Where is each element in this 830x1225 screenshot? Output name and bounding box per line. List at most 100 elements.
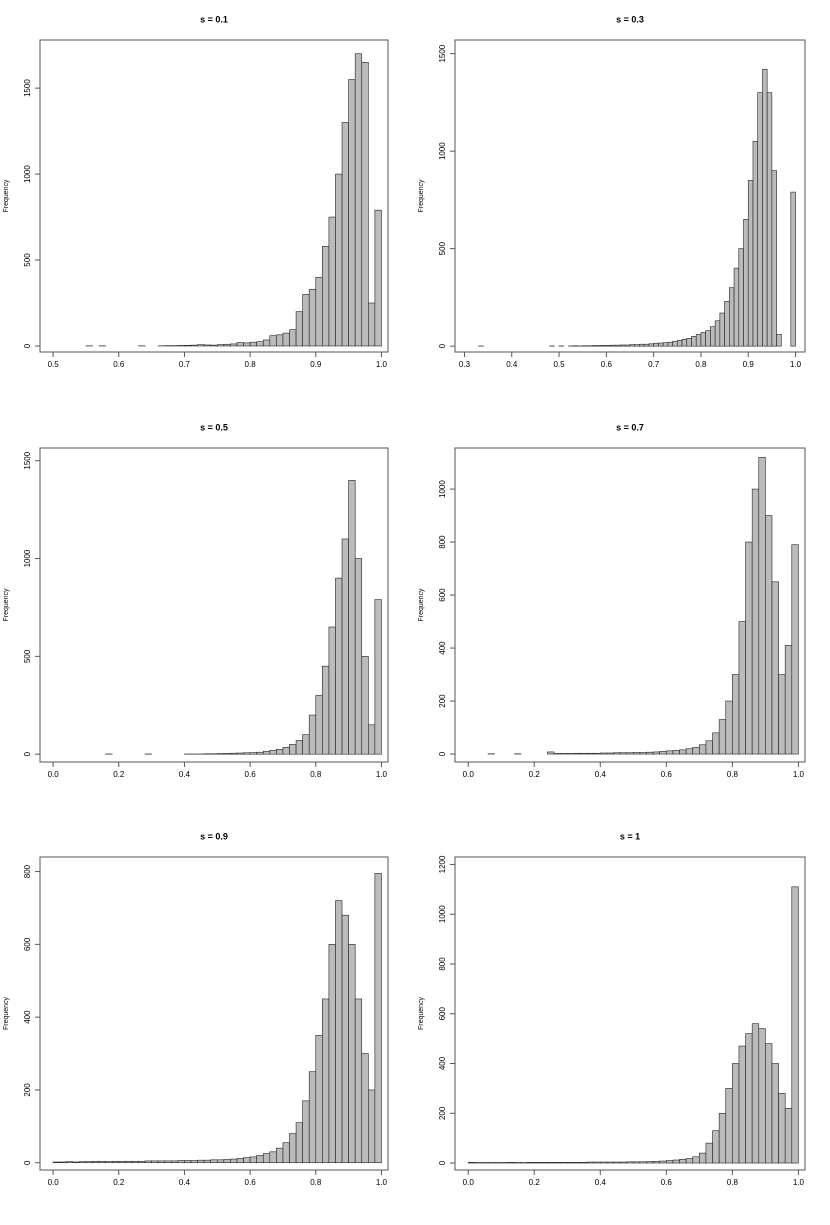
bar: [662, 342, 669, 347]
bar: [752, 141, 759, 347]
bar: [256, 341, 264, 347]
y-tick-label: 800: [438, 957, 447, 971]
bar: [249, 752, 257, 755]
bar: [256, 751, 264, 755]
bar: [236, 752, 244, 755]
bar: [586, 1161, 594, 1164]
bar: [620, 344, 626, 347]
bar: [667, 341, 673, 347]
bar: [733, 267, 740, 347]
bar: [691, 336, 697, 347]
bar: [354, 53, 363, 347]
bar: [177, 1160, 185, 1164]
bar: [566, 1161, 575, 1164]
y-tick-label: 0: [23, 343, 32, 348]
y-tick-label: 0: [438, 343, 447, 348]
bar: [203, 1159, 212, 1164]
bar: [626, 752, 634, 755]
bar: [262, 339, 271, 347]
bar: [553, 1161, 561, 1164]
bar: [315, 695, 323, 755]
bar: [547, 751, 555, 755]
panel-title: s = 0.9: [200, 831, 228, 841]
bar: [624, 344, 631, 347]
bar: [573, 752, 581, 755]
x-tick-label: 1.0: [376, 360, 388, 369]
bar: [190, 344, 198, 347]
bar: [553, 753, 561, 755]
x-tick-label: 0.2: [529, 1178, 541, 1187]
bar: [613, 752, 621, 755]
bar: [646, 1161, 654, 1164]
x-tick-label: 0.6: [113, 360, 125, 369]
bar: [738, 248, 744, 347]
x-tick-label: 1.0: [376, 770, 388, 779]
y-tick-label: 400: [438, 641, 447, 655]
bar: [751, 1023, 760, 1164]
bar: [725, 700, 733, 755]
bar: [758, 456, 766, 755]
x-tick-label: 0.7: [179, 360, 191, 369]
bar: [606, 1161, 614, 1164]
bar: [666, 750, 674, 755]
x-tick-label: 0.6: [245, 1178, 257, 1187]
bar: [308, 714, 317, 755]
bar: [692, 747, 700, 755]
bar: [679, 1159, 687, 1164]
bar: [615, 344, 621, 347]
bar: [348, 479, 356, 755]
bar: [762, 68, 768, 347]
y-tick-label: 200: [438, 1106, 447, 1120]
bar: [65, 1161, 74, 1164]
y-tick-label: 1000: [438, 905, 447, 923]
bar: [695, 334, 702, 347]
x-tick-label: 0.2: [113, 770, 125, 779]
bar: [354, 558, 363, 755]
bar: [216, 753, 225, 755]
bar: [771, 1063, 779, 1164]
bar: [295, 1122, 303, 1164]
bar: [197, 1159, 205, 1164]
y-tick-label: 500: [23, 649, 32, 663]
x-tick-label: 0.9: [310, 360, 322, 369]
bar: [118, 1160, 126, 1164]
x-tick-label: 0.8: [727, 770, 739, 779]
x-tick-label: 0.5: [48, 360, 60, 369]
bar: [230, 752, 238, 755]
bar: [745, 1033, 753, 1164]
bar: [85, 1161, 93, 1164]
bar: [335, 577, 343, 755]
bar: [648, 343, 654, 347]
bar: [527, 1161, 535, 1164]
bar: [686, 338, 692, 347]
bar: [184, 1160, 192, 1164]
bar: [699, 1152, 707, 1164]
y-tick-label: 400: [23, 1010, 32, 1024]
bar: [72, 1161, 80, 1164]
bar: [354, 998, 363, 1164]
bar: [269, 1151, 277, 1164]
bar: [223, 343, 231, 347]
bar: [328, 216, 336, 347]
x-tick-label: 0.8: [310, 1178, 322, 1187]
bar: [282, 332, 290, 347]
bar: [725, 1088, 733, 1164]
bar: [560, 1161, 568, 1164]
bar: [672, 750, 680, 755]
bar: [216, 344, 225, 347]
bar: [302, 294, 310, 347]
bar: [784, 1107, 793, 1164]
y-axis-label: Frequency: [3, 588, 10, 622]
y-tick-label: 1500: [438, 44, 447, 62]
x-tick-label: 1.0: [376, 1178, 388, 1187]
bar: [606, 752, 614, 755]
bar: [596, 345, 602, 347]
bar: [619, 752, 627, 755]
bar: [652, 751, 661, 755]
bar: [236, 342, 244, 347]
bar: [676, 339, 683, 347]
bar: [295, 740, 303, 755]
bar: [626, 1161, 634, 1164]
x-tick-label: 1.0: [793, 1178, 805, 1187]
bar: [639, 343, 645, 347]
